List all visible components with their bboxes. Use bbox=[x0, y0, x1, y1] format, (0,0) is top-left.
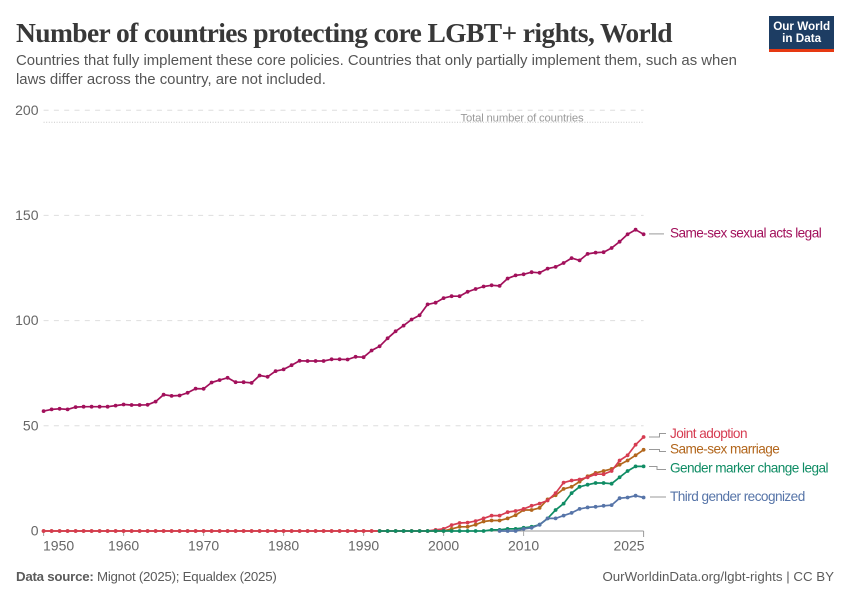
svg-text:200: 200 bbox=[15, 102, 39, 118]
svg-text:1980: 1980 bbox=[268, 537, 299, 553]
svg-text:2000: 2000 bbox=[428, 537, 459, 553]
svg-text:Same-sex sexual acts legal: Same-sex sexual acts legal bbox=[670, 226, 822, 241]
svg-text:0: 0 bbox=[31, 523, 39, 539]
svg-text:1960: 1960 bbox=[108, 537, 139, 553]
svg-text:2025: 2025 bbox=[613, 537, 644, 553]
svg-text:Joint adoption: Joint adoption bbox=[670, 426, 747, 441]
svg-text:50: 50 bbox=[23, 417, 39, 433]
svg-text:1990: 1990 bbox=[348, 537, 379, 553]
svg-text:Total number of countries: Total number of countries bbox=[460, 112, 584, 124]
svg-text:2010: 2010 bbox=[508, 537, 539, 553]
svg-text:1970: 1970 bbox=[188, 537, 219, 553]
svg-text:Gender marker change legal: Gender marker change legal bbox=[670, 461, 829, 476]
svg-text:1950: 1950 bbox=[43, 537, 74, 553]
svg-text:100: 100 bbox=[15, 312, 39, 328]
svg-text:Same-sex marriage: Same-sex marriage bbox=[670, 442, 779, 457]
svg-text:Third gender recognized: Third gender recognized bbox=[670, 489, 805, 504]
svg-text:150: 150 bbox=[15, 207, 39, 223]
